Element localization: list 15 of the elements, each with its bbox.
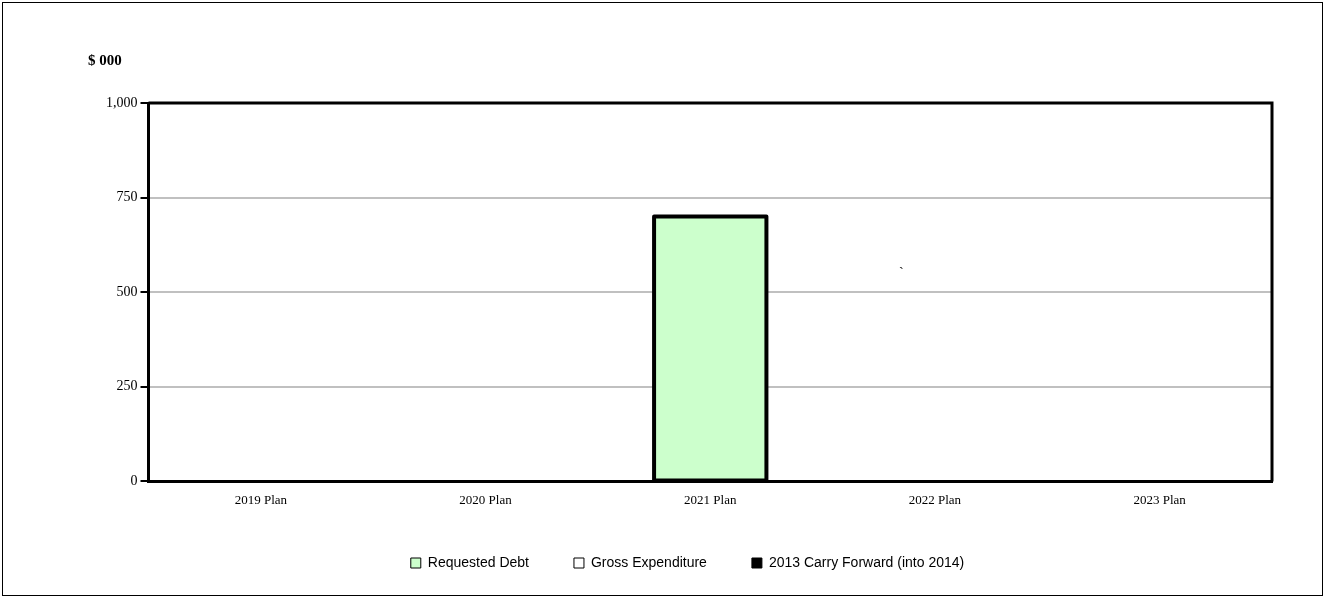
y-tick-label: 1,000: [106, 94, 138, 110]
annotation: `: [898, 264, 904, 280]
x-tick-label: 2019 Plan: [234, 491, 288, 507]
x-tick-label: 2020 Plan: [459, 491, 513, 507]
y-tick-label: 250: [116, 378, 138, 394]
y-tick-label: 0: [130, 473, 138, 489]
y-tick-label: 750: [116, 189, 138, 205]
legend-label: 2013 Carry Forward (into 2014): [768, 553, 965, 570]
legend-label: Requested Debt: [427, 553, 530, 570]
y-axis-title: $ 000: [88, 51, 122, 68]
legend-label: Gross Expenditure: [590, 553, 708, 570]
x-tick-label: 2023 Plan: [1133, 491, 1187, 507]
y-tick-label: 500: [116, 283, 138, 299]
x-tick-label: 2022 Plan: [908, 491, 962, 507]
x-tick-label: 2021 Plan: [684, 491, 737, 507]
